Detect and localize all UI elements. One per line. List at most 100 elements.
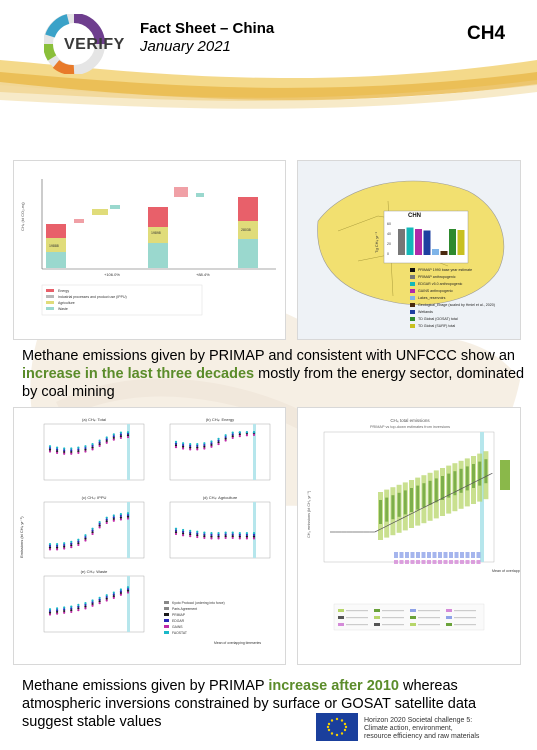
data-point [210, 442, 213, 445]
data-point [84, 539, 87, 542]
data-point [210, 537, 213, 540]
data-point [63, 545, 66, 548]
data-point [63, 450, 66, 454]
caption-text: Methane emissions given by PRIMAP and co… [22, 348, 515, 364]
caption-text: Methane emissions given by PRIMAP [22, 678, 269, 694]
data-point [224, 439, 227, 442]
y-tick: 20 [387, 242, 391, 246]
data-point [224, 533, 227, 536]
legend-text-line [382, 610, 404, 612]
country-label: CHN [408, 213, 421, 219]
data-point [231, 531, 234, 534]
legend-swatch [410, 275, 415, 279]
horizon-2020-text: Horizon 2020 Societal challenge 5: Clima… [364, 717, 534, 741]
data-point [119, 591, 123, 595]
data-point [77, 538, 80, 541]
data-point [112, 516, 115, 519]
legend-text-line [454, 624, 476, 626]
legend-swatch [374, 609, 380, 612]
primap-line [441, 495, 448, 499]
data-point [48, 611, 52, 614]
gosat-inversion-bar [394, 560, 398, 564]
data-point [48, 548, 52, 551]
surface-inversion-bar [394, 552, 398, 558]
gosat-inversion-bar [449, 560, 453, 564]
primap-line [464, 484, 471, 488]
data-point [98, 441, 101, 444]
gosat-inversion-bar [399, 560, 404, 564]
gosat-inversion-bar [476, 560, 481, 564]
data-point [77, 543, 80, 547]
inversion-range-bar [385, 497, 389, 522]
data-point [181, 447, 185, 450]
legend-swatch [164, 601, 169, 604]
data-point [181, 528, 185, 532]
data-point [231, 535, 234, 538]
data-point [77, 448, 80, 451]
paris-band [127, 576, 130, 632]
data-point [231, 433, 234, 436]
figure-title: CH₄ total emissions [390, 418, 430, 423]
data-point [181, 442, 185, 445]
inset-bar [415, 229, 422, 255]
subplot-title: (d) CH₄: Agriculture [203, 495, 238, 500]
data-point [181, 443, 185, 447]
inversion-range-bar [447, 473, 451, 498]
legend-text-line [454, 617, 476, 619]
data-point [48, 448, 52, 451]
data-point [217, 442, 220, 446]
china-map-figure: CHN Tg CH₄ yr⁻¹ 60 40 20 0 PRIMAP 1990 b… [297, 160, 521, 340]
primap-line [402, 514, 409, 519]
bar-label: 28038 [241, 228, 251, 232]
primap-line [469, 481, 476, 485]
data-point [55, 546, 59, 549]
caption-text: mostly from the energy sector, dominated… [22, 366, 525, 400]
surface-inversion-bar [427, 552, 431, 558]
data-point [91, 601, 94, 604]
data-point [238, 435, 241, 438]
data-point [63, 452, 66, 455]
surface-inversion-bar [476, 552, 481, 558]
legend-item: TD Global (GOSAT) total [418, 317, 458, 321]
gosat-inversion-bar [465, 560, 470, 564]
data-point [189, 446, 192, 449]
legend-swatch [164, 619, 169, 622]
legend-item: TD Global (SURF) total [418, 324, 455, 328]
data-point [77, 450, 80, 453]
data-point [203, 533, 206, 536]
data-point [63, 608, 66, 611]
legend-swatch [410, 609, 416, 612]
data-point [252, 433, 256, 436]
primap-line [413, 509, 420, 513]
data-point [70, 610, 73, 614]
sector-timeseries-figure: (a) CH₄: Total (b) CH₄: Energy (c) CH₄: IP… [13, 407, 286, 665]
legend-swatch [410, 616, 416, 619]
data-point [231, 536, 234, 540]
data-point [63, 449, 66, 452]
data-point [252, 431, 256, 434]
data-point [126, 512, 130, 515]
subplot-title: (c) CH₄: IPPU [82, 495, 107, 500]
data-point [189, 444, 192, 447]
legend-swatch [338, 623, 344, 626]
data-point [126, 586, 130, 589]
data-point [98, 444, 101, 447]
inversion-range-bar [403, 490, 407, 515]
gosat-inversion-bar [471, 560, 475, 564]
data-point [245, 533, 249, 536]
data-point [181, 530, 185, 533]
data-point [84, 535, 87, 539]
data-point [181, 445, 185, 448]
data-point [196, 446, 199, 449]
data-point [48, 446, 52, 450]
data-point [231, 431, 234, 434]
inset-bar [457, 230, 465, 255]
data-point [119, 436, 123, 440]
data-point [70, 447, 73, 450]
data-point [63, 606, 66, 609]
figure-subtitle: PRIMAP vs top-down estimates from invers… [370, 425, 450, 429]
data-point [119, 433, 123, 436]
data-point [63, 609, 66, 613]
data-point [91, 446, 94, 449]
data-point [174, 442, 178, 445]
